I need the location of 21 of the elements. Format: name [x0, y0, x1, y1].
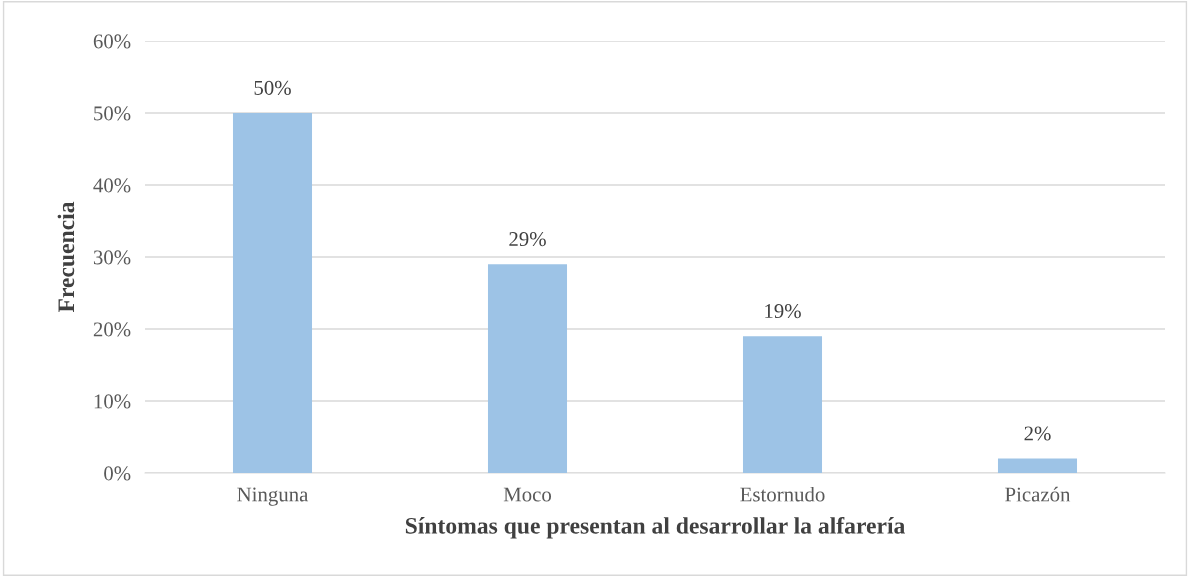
y-tick-label: 50%	[94, 106, 131, 121]
data-label: 2%	[1024, 426, 1051, 441]
data-label: 50%	[254, 80, 291, 95]
x-tick-label: Estornudo	[740, 486, 825, 502]
x-tick-label: Moco	[503, 487, 552, 502]
bar	[487, 264, 568, 473]
x-axis-title: Síntomas que presentan al desarrollar la alfarería	[405, 516, 905, 539]
bar	[742, 336, 823, 473]
y-tick-label: 0%	[104, 466, 131, 481]
bar	[232, 113, 313, 473]
y-tick-label: 60%	[93, 34, 131, 49]
y-tick-label: 20%	[93, 322, 131, 337]
bar	[997, 458, 1078, 473]
data-label: 29%	[509, 232, 546, 247]
y-tick-label: 30%	[93, 250, 131, 265]
data-label: 19%	[765, 304, 801, 319]
y-axis-title: Frecuencia	[57, 201, 75, 313]
y-tick-label: 10%	[94, 394, 131, 409]
y-tick-label: 40%	[93, 178, 131, 193]
x-tick-label: Picazón	[1005, 486, 1071, 502]
x-tick-label: Ninguna	[237, 487, 309, 506]
